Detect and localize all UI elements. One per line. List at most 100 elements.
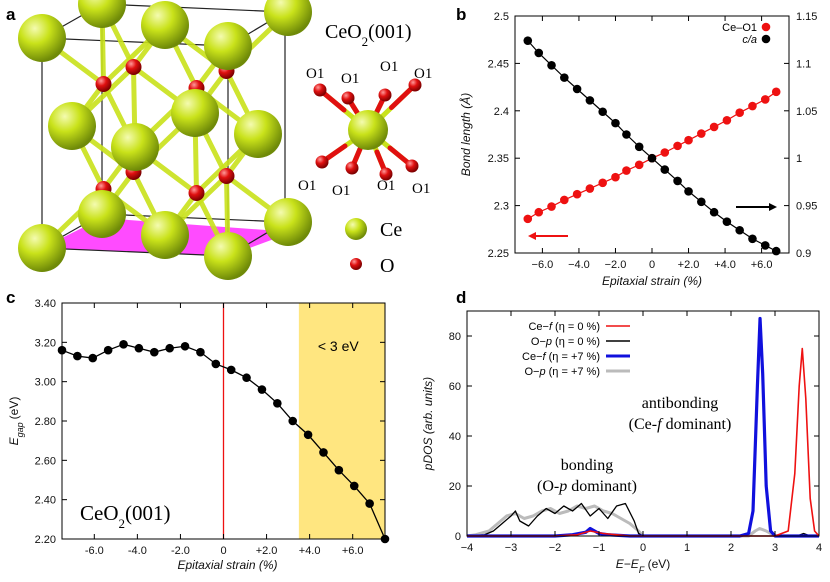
- band-gap-point: [180, 341, 190, 351]
- legend-entry-label: Ce−f (η = 0 %): [528, 321, 600, 333]
- data-point-ce-o1: [585, 184, 595, 193]
- data-point-ce-o1: [697, 129, 706, 138]
- cell-edge: [41, 37, 229, 47]
- band-gap-point: [303, 430, 313, 440]
- band-gap-line: [61, 343, 386, 540]
- ce-atom: [264, 0, 312, 36]
- ce-atom: [264, 198, 312, 246]
- ce-atom: [78, 0, 126, 28]
- ce-atom: [204, 232, 252, 280]
- x-tick-label: -4.0: [128, 545, 147, 557]
- bonding-annotation-line1: bonding: [561, 457, 613, 474]
- band-gap-point: [273, 399, 282, 408]
- y-tick-label: 3.00: [35, 377, 56, 389]
- band-gap-point: [73, 351, 82, 361]
- x-tick-label: +2.0: [256, 545, 278, 557]
- x-tick-label: -6.0: [85, 545, 104, 557]
- y-tick-label: 2.25: [488, 248, 509, 260]
- o-atom: [125, 59, 142, 75]
- data-point-c-over-a: [572, 84, 582, 94]
- cell-edge: [101, 3, 286, 13]
- data-point-c-over-a: [585, 96, 595, 105]
- legend-prefix: Ce−: [522, 351, 543, 363]
- o1-atom: [379, 167, 393, 181]
- panel-label-d: d: [456, 288, 466, 307]
- ann-orb: f: [657, 416, 664, 433]
- y-axis-label-unit: (eV): [7, 397, 21, 420]
- left-axis-arrowhead: [528, 232, 536, 240]
- o-atom: [95, 76, 112, 92]
- data-point-c-over-a: [697, 197, 706, 207]
- o1-atom: [315, 155, 329, 169]
- band-gap-point: [165, 343, 174, 353]
- band-gap-point: [57, 345, 67, 355]
- o1-labels: O1 O1 O1 O1 O1 O1 O1 O1: [298, 59, 432, 199]
- annotation-tail: (001): [125, 501, 171, 525]
- data-point-ce-o1: [684, 135, 693, 145]
- data-point-ce-o1: [572, 189, 582, 199]
- y-axis-label: pDOS (arb. units): [421, 377, 435, 471]
- bond-length-chart: −6.0 −4.0 −2.0 0 +2.0 +4.0 +6.0 2.25 2.3 2.35 2.4 2…: [458, 11, 817, 288]
- x-tick-label: −3: [505, 542, 518, 554]
- ce-atom: [111, 123, 159, 171]
- ce-atom: [18, 224, 66, 272]
- band-gap-point: [334, 465, 344, 475]
- data-point-c-over-a: [534, 48, 544, 58]
- x-tick-label: −6.0: [532, 259, 554, 271]
- right-axis-arrowhead: [769, 203, 777, 211]
- y-tick-label: 2.40: [35, 495, 56, 507]
- band-gap-point: [288, 416, 298, 426]
- ce-atom: [48, 102, 96, 150]
- x-tick-label: +4.0: [299, 545, 321, 557]
- y-tick-label: 3.40: [35, 298, 56, 310]
- y-axis-label-main: E: [7, 436, 21, 445]
- data-point-c-over-a: [760, 241, 770, 250]
- legend-suffix: (η = +7 %): [546, 351, 600, 363]
- x-tick-label: +6.0: [342, 545, 364, 557]
- x-tick-label: −4.0: [568, 259, 590, 271]
- x-axis-label-unit: (eV): [644, 557, 670, 571]
- data-point-ce-o1: [534, 207, 544, 217]
- series-line-c-over-a: [527, 40, 777, 252]
- legend-prefix: O−: [524, 366, 539, 378]
- ann-orb: p: [558, 478, 567, 495]
- y-tick-label: 20: [449, 481, 461, 493]
- ce-atom: [78, 190, 126, 238]
- ce-atom: [141, 211, 189, 259]
- data-point-ce-o1: [771, 87, 781, 97]
- legend-orbital: f: [549, 321, 553, 333]
- data-point-ce-o1: [748, 101, 757, 111]
- legend-o-label: O: [380, 255, 394, 277]
- legend-entry-label: O−p (η = +7 %): [524, 366, 600, 378]
- data-point-c-over-a: [709, 207, 719, 217]
- o1-atom: [408, 78, 422, 92]
- x-tick-label: +2.0: [678, 259, 700, 271]
- data-point-c-over-a: [598, 107, 607, 117]
- y-axis-label: Bond length (Å): [458, 93, 473, 176]
- data-point-c-over-a: [673, 176, 682, 186]
- y-axis-label: Egap (eV): [7, 397, 25, 446]
- pdos-curve: [467, 347, 820, 537]
- x-axis-label: E−EF (eV): [616, 557, 671, 575]
- ce-center-atom: [348, 110, 388, 150]
- x-tick-label: 0: [220, 545, 226, 557]
- x-tick-label: +4.0: [714, 259, 736, 271]
- band-gap-point: [349, 481, 359, 491]
- ann-pre: (Ce-: [629, 416, 657, 433]
- o-atom: [188, 185, 205, 201]
- x-axis-label-main: E: [616, 557, 625, 571]
- ann-post: dominant): [567, 478, 637, 495]
- data-point-c-over-a: [660, 165, 670, 174]
- legend-c-over-a-label: c/a: [742, 34, 757, 46]
- data-point-c-over-a: [560, 73, 569, 82]
- x-tick-label: −2: [549, 542, 562, 554]
- x-tick-label: −4: [461, 542, 474, 554]
- data-point-c-over-a: [735, 225, 744, 235]
- data-point-ce-o1: [547, 202, 556, 211]
- x-tick-label: 1: [684, 542, 690, 554]
- y-tick-label: 2.45: [488, 58, 509, 70]
- o1-label: O1: [332, 183, 350, 199]
- legend-ce-label: Ce: [380, 219, 402, 241]
- antibonding-annotation-line1: antibonding: [642, 395, 718, 412]
- atom-legend: Ce O: [345, 218, 402, 277]
